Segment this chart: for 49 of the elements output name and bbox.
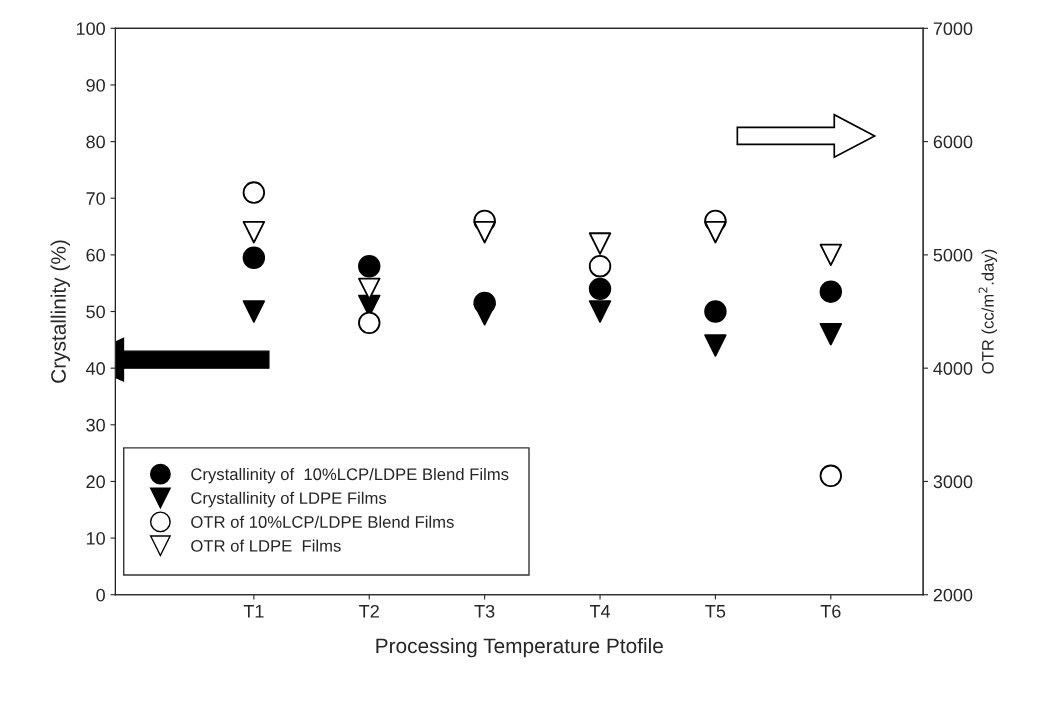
y2-tick-label: 2000 xyxy=(933,588,973,602)
x-tick-label: T2 xyxy=(359,604,379,618)
point xyxy=(819,243,843,267)
y-tick-label: 80 xyxy=(86,135,105,149)
y2-tick-label: 5000 xyxy=(933,248,973,262)
point xyxy=(588,277,612,301)
x-tick-label: T5 xyxy=(705,605,726,618)
legend-label: OTR of 10%LCP/LDPE Blend Films xyxy=(191,515,454,528)
y2-axis-title: OTR (cc/m$^{2}$.day) xyxy=(978,249,998,374)
y2-tick-label: 7000 xyxy=(933,22,973,36)
point xyxy=(473,303,496,326)
x-tick-label: T3 xyxy=(474,604,495,618)
x-tick-label: T6 xyxy=(820,604,841,618)
point xyxy=(242,246,266,269)
point xyxy=(704,334,727,357)
point xyxy=(819,464,843,487)
y-tick-label: 10 xyxy=(86,532,105,545)
point xyxy=(704,221,727,244)
point xyxy=(242,300,266,323)
y-tick-label: 50 xyxy=(86,305,105,319)
y-axis-title: Crystallinity (%) xyxy=(50,240,70,383)
point xyxy=(819,322,843,346)
y2-tick-label: 3000 xyxy=(933,475,973,489)
y-tick-label: 60 xyxy=(86,248,105,262)
y-tick-label: 30 xyxy=(86,418,105,432)
x-axis-title: Processing Temperature Ptofile xyxy=(376,637,663,658)
y-tick-label: 70 xyxy=(86,192,105,205)
point xyxy=(358,255,381,278)
y-tick-label: 20 xyxy=(86,475,105,489)
point xyxy=(588,232,612,255)
legend-label: Crystallinity of 10%LCP/LDPE Blend Films xyxy=(191,467,509,484)
point xyxy=(819,280,843,303)
point xyxy=(588,255,612,278)
x-tick-label: T4 xyxy=(589,605,611,618)
y-tick-label: 90 xyxy=(86,78,105,92)
y-tick-label: 100 xyxy=(76,22,105,36)
point xyxy=(358,311,381,335)
legend-label: OTR of LDPE Films xyxy=(191,539,341,552)
y-tick-label: 0 xyxy=(96,588,105,602)
x-tick-label: T1 xyxy=(243,605,264,618)
point xyxy=(588,300,612,323)
point xyxy=(242,221,266,244)
point xyxy=(242,181,266,204)
y-tick-label: 40 xyxy=(86,362,105,375)
legend-label: Crystallinity of LDPE Films xyxy=(191,491,387,508)
y2-tick-label: 4000 xyxy=(933,362,973,375)
point xyxy=(473,221,496,244)
point xyxy=(704,300,727,323)
y2-tick-label: 6000 xyxy=(933,135,973,149)
